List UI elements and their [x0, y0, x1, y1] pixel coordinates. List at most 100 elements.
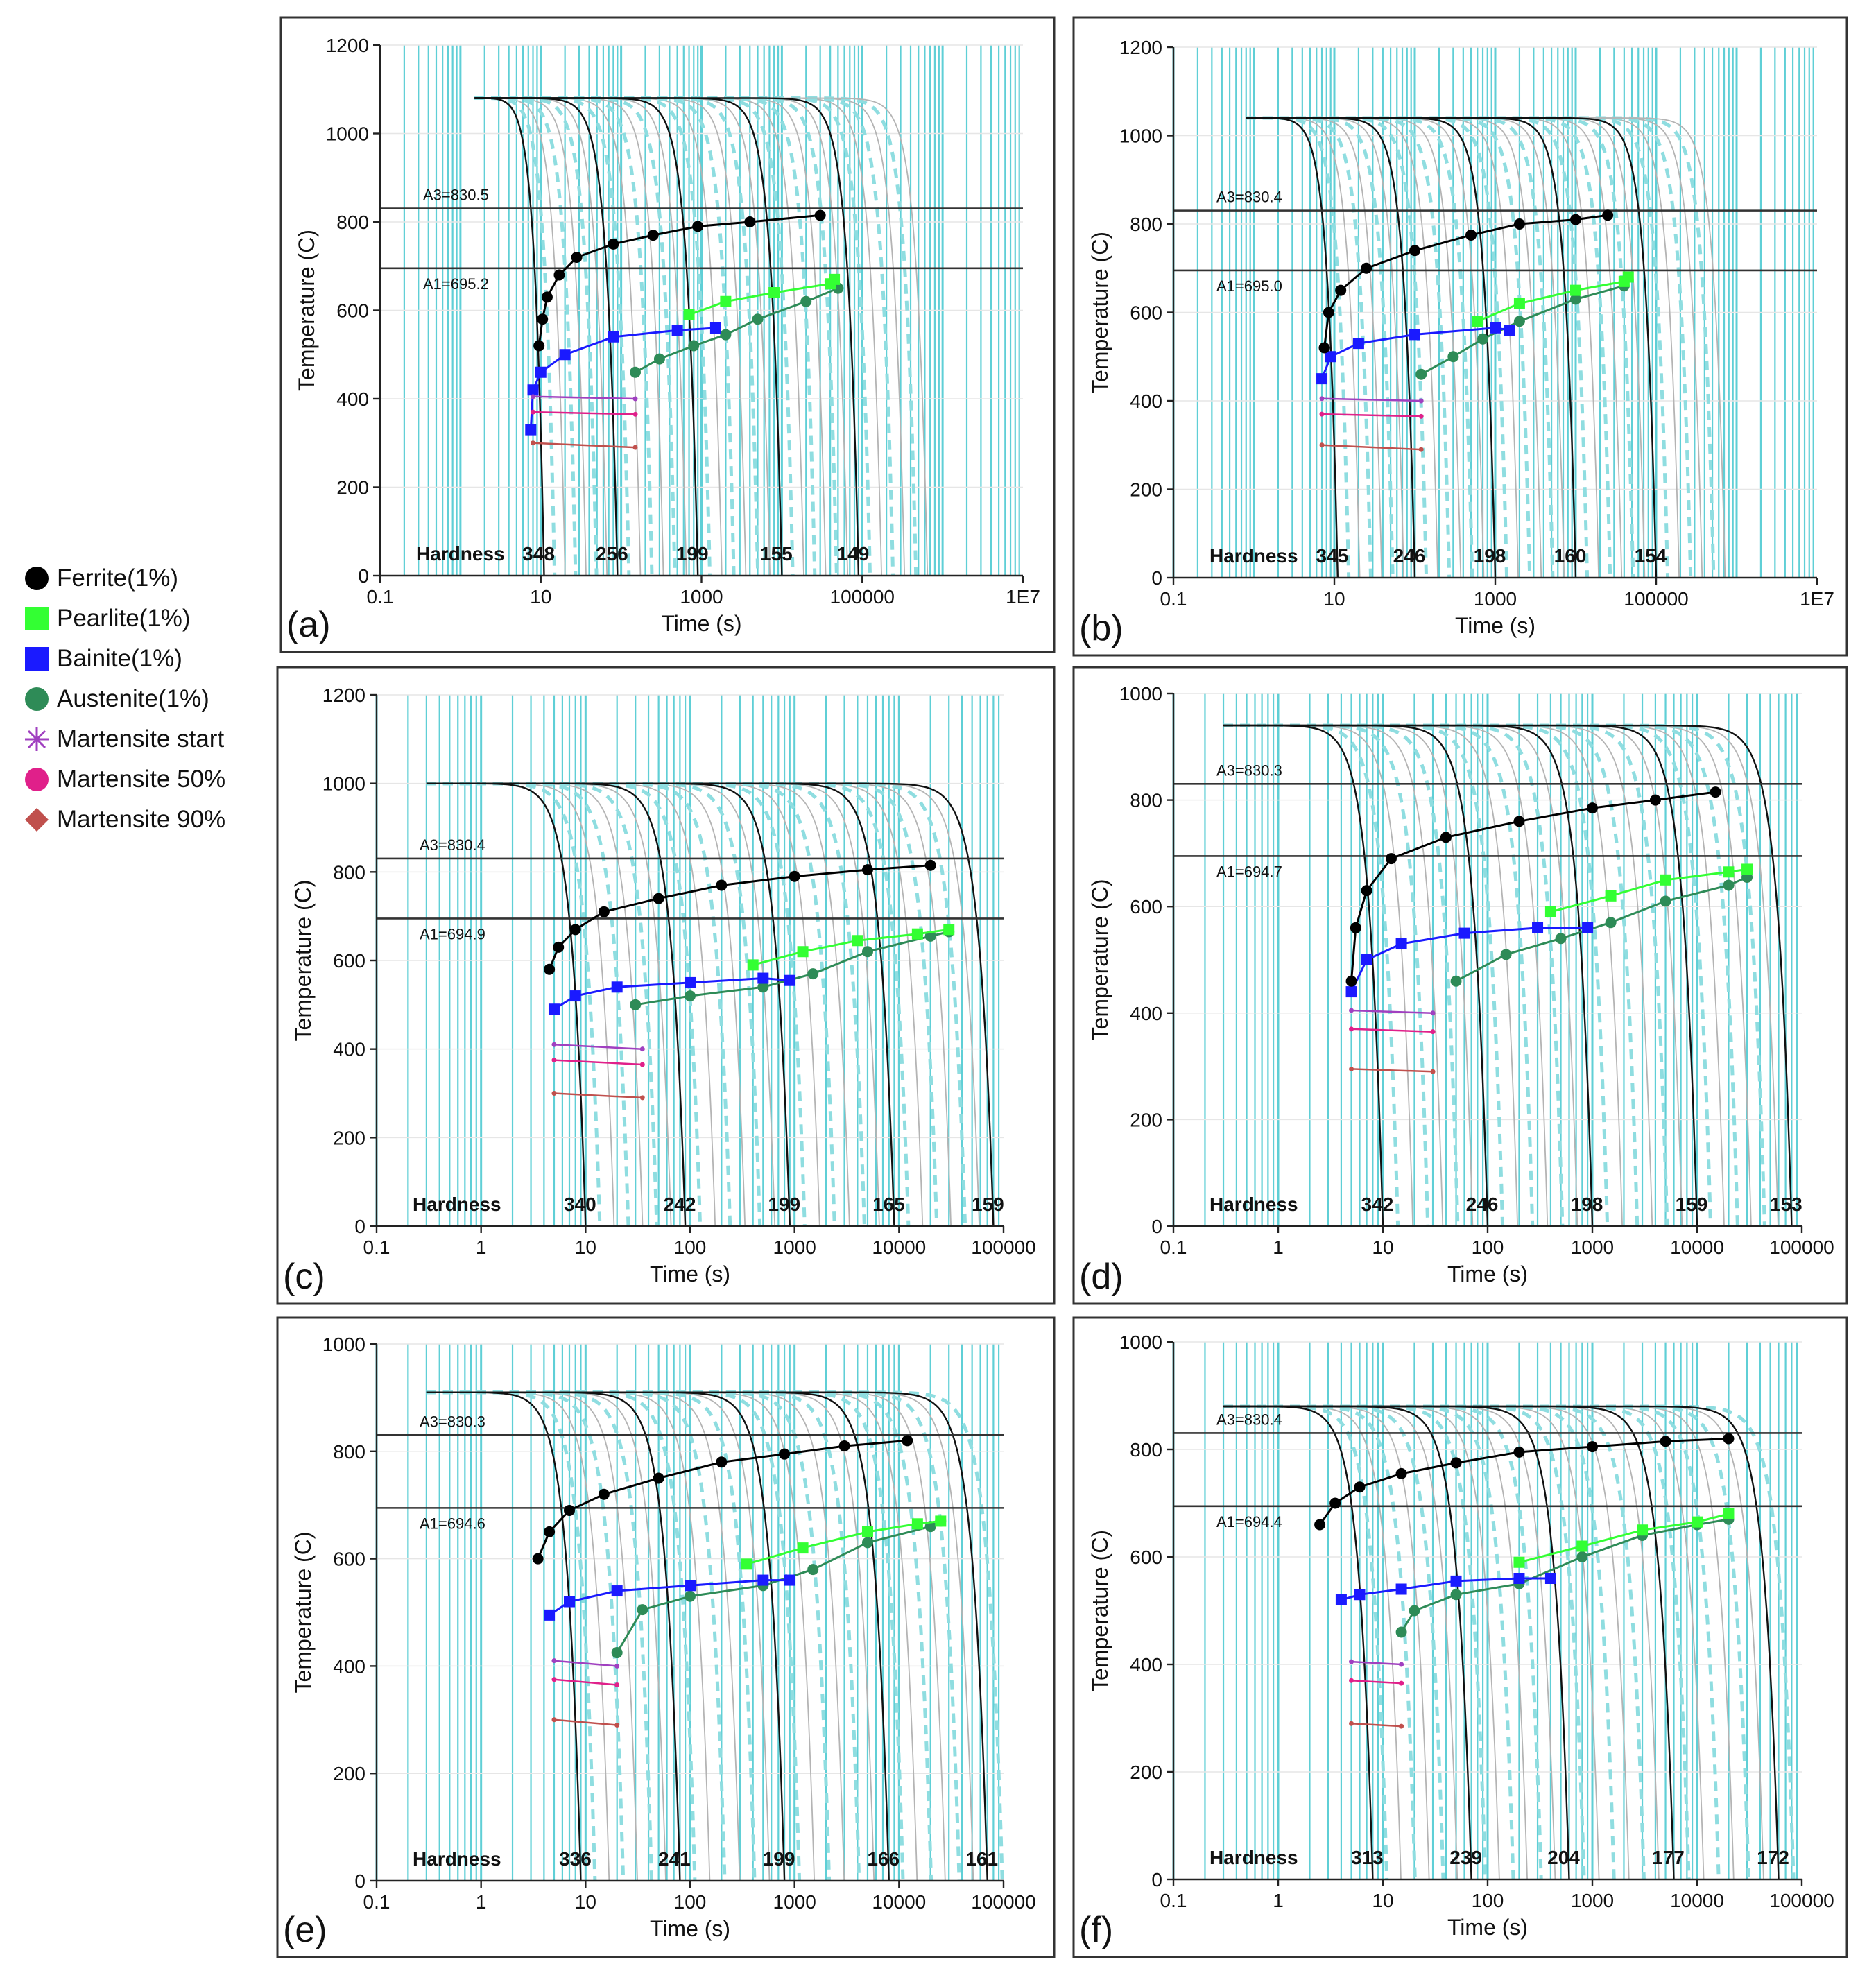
hardness-label: Hardness: [1210, 545, 1298, 567]
ferrite-point: [1440, 832, 1452, 843]
hardness-value: 199: [768, 1194, 800, 1215]
ms_90-point: [639, 1095, 645, 1101]
panel-f: A3=830.4 A1=694.4 Hardness 313 239 204 177 172 0…: [1072, 1316, 1848, 1958]
cooling-curve: [1246, 117, 1703, 578]
series-ferrite: [1345, 786, 1721, 987]
hardness-value: 161: [965, 1848, 998, 1870]
cooling-curve-main: [426, 782, 895, 1227]
ms_50-point: [1399, 1680, 1404, 1686]
cooling-curve: [1246, 116, 1474, 578]
ferrite-point: [1329, 1497, 1341, 1509]
cooling-curve: [1246, 116, 1555, 578]
cooling-curve: [1223, 1404, 1586, 1880]
ferrite-point: [1345, 975, 1357, 987]
pearlite-point: [797, 1542, 809, 1554]
bainite-point: [784, 974, 795, 986]
legend-ms_90-icon: [21, 804, 53, 836]
ms_50-point: [639, 1062, 645, 1067]
y-tick-label: 400: [333, 1039, 365, 1060]
hardness-value: 165: [872, 1194, 905, 1215]
ms_90-line: [1351, 1723, 1402, 1728]
cooling-curve-main: [474, 97, 699, 576]
ms_start-line: [1321, 397, 1422, 402]
ferrite-point: [902, 1435, 913, 1447]
pearlite-point: [1576, 1540, 1588, 1552]
y-tick-label: 200: [1130, 479, 1162, 501]
ms_50-point: [1349, 1678, 1354, 1683]
hardness-value: 313: [1351, 1847, 1384, 1868]
bainite-point: [1325, 351, 1336, 363]
austenite-point: [861, 946, 873, 958]
austenite-point: [653, 353, 665, 365]
series-bainite: [1316, 322, 1515, 385]
ms_90-point: [1418, 447, 1424, 452]
ferrite-point: [744, 216, 756, 227]
ferrite-point: [1513, 816, 1525, 827]
x-tick-label: 10: [1372, 1890, 1393, 1911]
hardness-value: 246: [1466, 1194, 1499, 1215]
ms_90-point: [1430, 1069, 1436, 1074]
series-ms_start: [551, 1042, 645, 1052]
pearlite-point: [768, 287, 780, 298]
ferrite-point: [537, 313, 549, 325]
cooling-curve: [1223, 725, 1518, 1227]
x-axis-label: Time (s): [1447, 1915, 1528, 1940]
ms_50-line: [553, 1059, 643, 1066]
ms_90-line: [553, 1718, 617, 1726]
ferrite-point: [569, 924, 581, 936]
bainite-point: [608, 331, 619, 343]
bainite-point: [1395, 938, 1407, 949]
series-austenite: [630, 282, 844, 378]
hardness-value: 155: [760, 543, 793, 565]
pearlite-point: [1544, 906, 1556, 917]
a1-label: A1=694.4: [1216, 1513, 1282, 1531]
ms_90-line: [1351, 1068, 1434, 1073]
cooling-curve: [474, 96, 557, 576]
x-tick-label: 0.1: [363, 1237, 390, 1258]
cooling-curve: [426, 1391, 918, 1881]
cooling-curve: [1223, 725, 1752, 1227]
bainite-point: [1458, 927, 1470, 939]
austenite-point: [757, 981, 769, 993]
austenite-point: [861, 1537, 873, 1549]
austenite-point: [685, 990, 696, 1002]
pearlite-point: [747, 959, 759, 971]
legend-item: Ferrite(1%): [21, 558, 270, 598]
hardness-value: 242: [664, 1194, 696, 1215]
y-tick-label: 800: [336, 212, 369, 233]
ferrite-point: [716, 879, 728, 891]
cooling-curve: [474, 97, 664, 576]
pearlite-point: [1513, 1556, 1525, 1568]
cooling-curve: [426, 782, 924, 1227]
ferrite-point: [1354, 1481, 1366, 1493]
series-ms_50: [1349, 1026, 1436, 1035]
cooling-curve: [474, 97, 687, 576]
series-ms_90: [1349, 1721, 1404, 1729]
bainite-point: [569, 990, 581, 1002]
y-axis-label: Temperature (C): [1087, 232, 1112, 393]
y-axis-label: Temperature (C): [1087, 1530, 1112, 1691]
ms_50-line: [553, 1678, 617, 1686]
cooling-curve-main: [1223, 1405, 1675, 1880]
cooling-curve: [426, 1391, 638, 1881]
series-pearlite: [1513, 1508, 1735, 1568]
legend-item: Bainite(1%): [21, 639, 270, 679]
ms_50-line: [1351, 1680, 1402, 1685]
y-axis-label: Temperature (C): [294, 230, 319, 391]
hardness-value: 166: [867, 1848, 900, 1870]
ferrite-point: [1409, 245, 1420, 257]
panel-c: A3=830.4 A1=694.9 Hardness 340 242 199 165 159 0…: [276, 666, 1056, 1305]
austenite-point: [688, 340, 700, 352]
y-tick-label: 400: [1130, 1654, 1162, 1675]
y-tick-label: 400: [1130, 390, 1162, 412]
bainite-point: [784, 1574, 795, 1586]
cooling-curve: [426, 782, 836, 1227]
x-tick-label: 100000: [1624, 588, 1688, 610]
a1-label: A1=694.6: [420, 1515, 485, 1532]
y-axis-label: Temperature (C): [291, 1532, 316, 1694]
pearlite-point: [1622, 271, 1634, 283]
cooling-curve: [426, 1390, 654, 1881]
pearlite-point: [1570, 284, 1581, 296]
cooling-curve: [426, 782, 807, 1227]
